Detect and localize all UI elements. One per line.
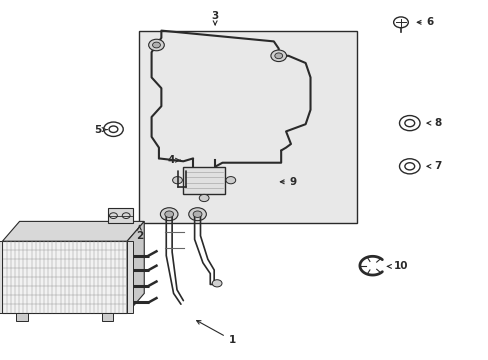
Circle shape [148, 39, 164, 51]
Circle shape [164, 211, 173, 217]
Circle shape [172, 177, 182, 184]
Text: 8: 8 [426, 118, 440, 128]
Text: 2: 2 [136, 225, 142, 241]
Bar [127, 241, 133, 313]
Circle shape [152, 42, 160, 48]
Text: 1: 1 [196, 320, 235, 345]
Text: 7: 7 [426, 161, 441, 171]
Circle shape [160, 208, 178, 221]
Polygon shape [2, 221, 144, 241]
Text: 5: 5 [94, 125, 107, 135]
Bar [16, 313, 28, 321]
Text: 10: 10 [386, 261, 407, 271]
Text: 3: 3 [211, 11, 218, 25]
Text: 4: 4 [167, 155, 180, 165]
Bar [107, 208, 133, 223]
Circle shape [270, 50, 286, 62]
Bar [183, 167, 224, 194]
Bar [102, 313, 113, 321]
Circle shape [212, 280, 222, 287]
Bar [139, 31, 356, 223]
Text: 9: 9 [280, 177, 296, 187]
Circle shape [193, 211, 202, 217]
Circle shape [274, 53, 282, 59]
Circle shape [199, 194, 208, 202]
Circle shape [188, 208, 206, 221]
Circle shape [225, 177, 235, 184]
Polygon shape [2, 241, 127, 313]
Bar [0, 241, 2, 313]
Polygon shape [127, 221, 144, 313]
Text: 6: 6 [416, 17, 433, 27]
